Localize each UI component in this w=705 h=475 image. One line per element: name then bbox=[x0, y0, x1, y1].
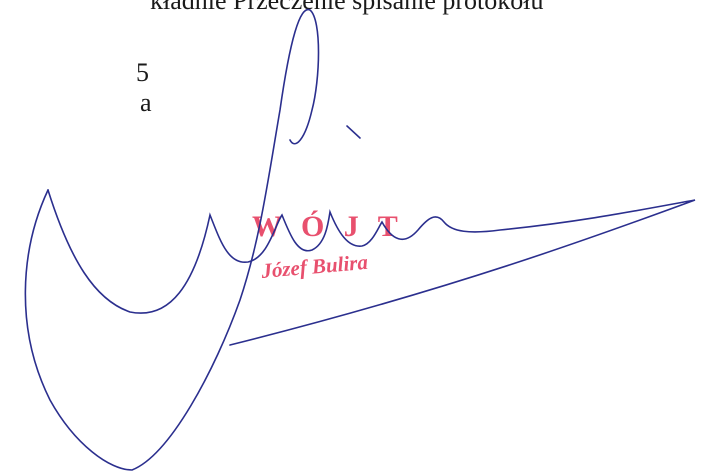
text-line: a bbox=[140, 88, 152, 117]
stamp-name: Józef Bulira bbox=[259, 250, 368, 283]
text-line: 5 bbox=[136, 58, 149, 87]
text-line: kładnie Przeczenie spisanie protokołu bbox=[150, 0, 544, 15]
signature bbox=[24, 8, 696, 471]
